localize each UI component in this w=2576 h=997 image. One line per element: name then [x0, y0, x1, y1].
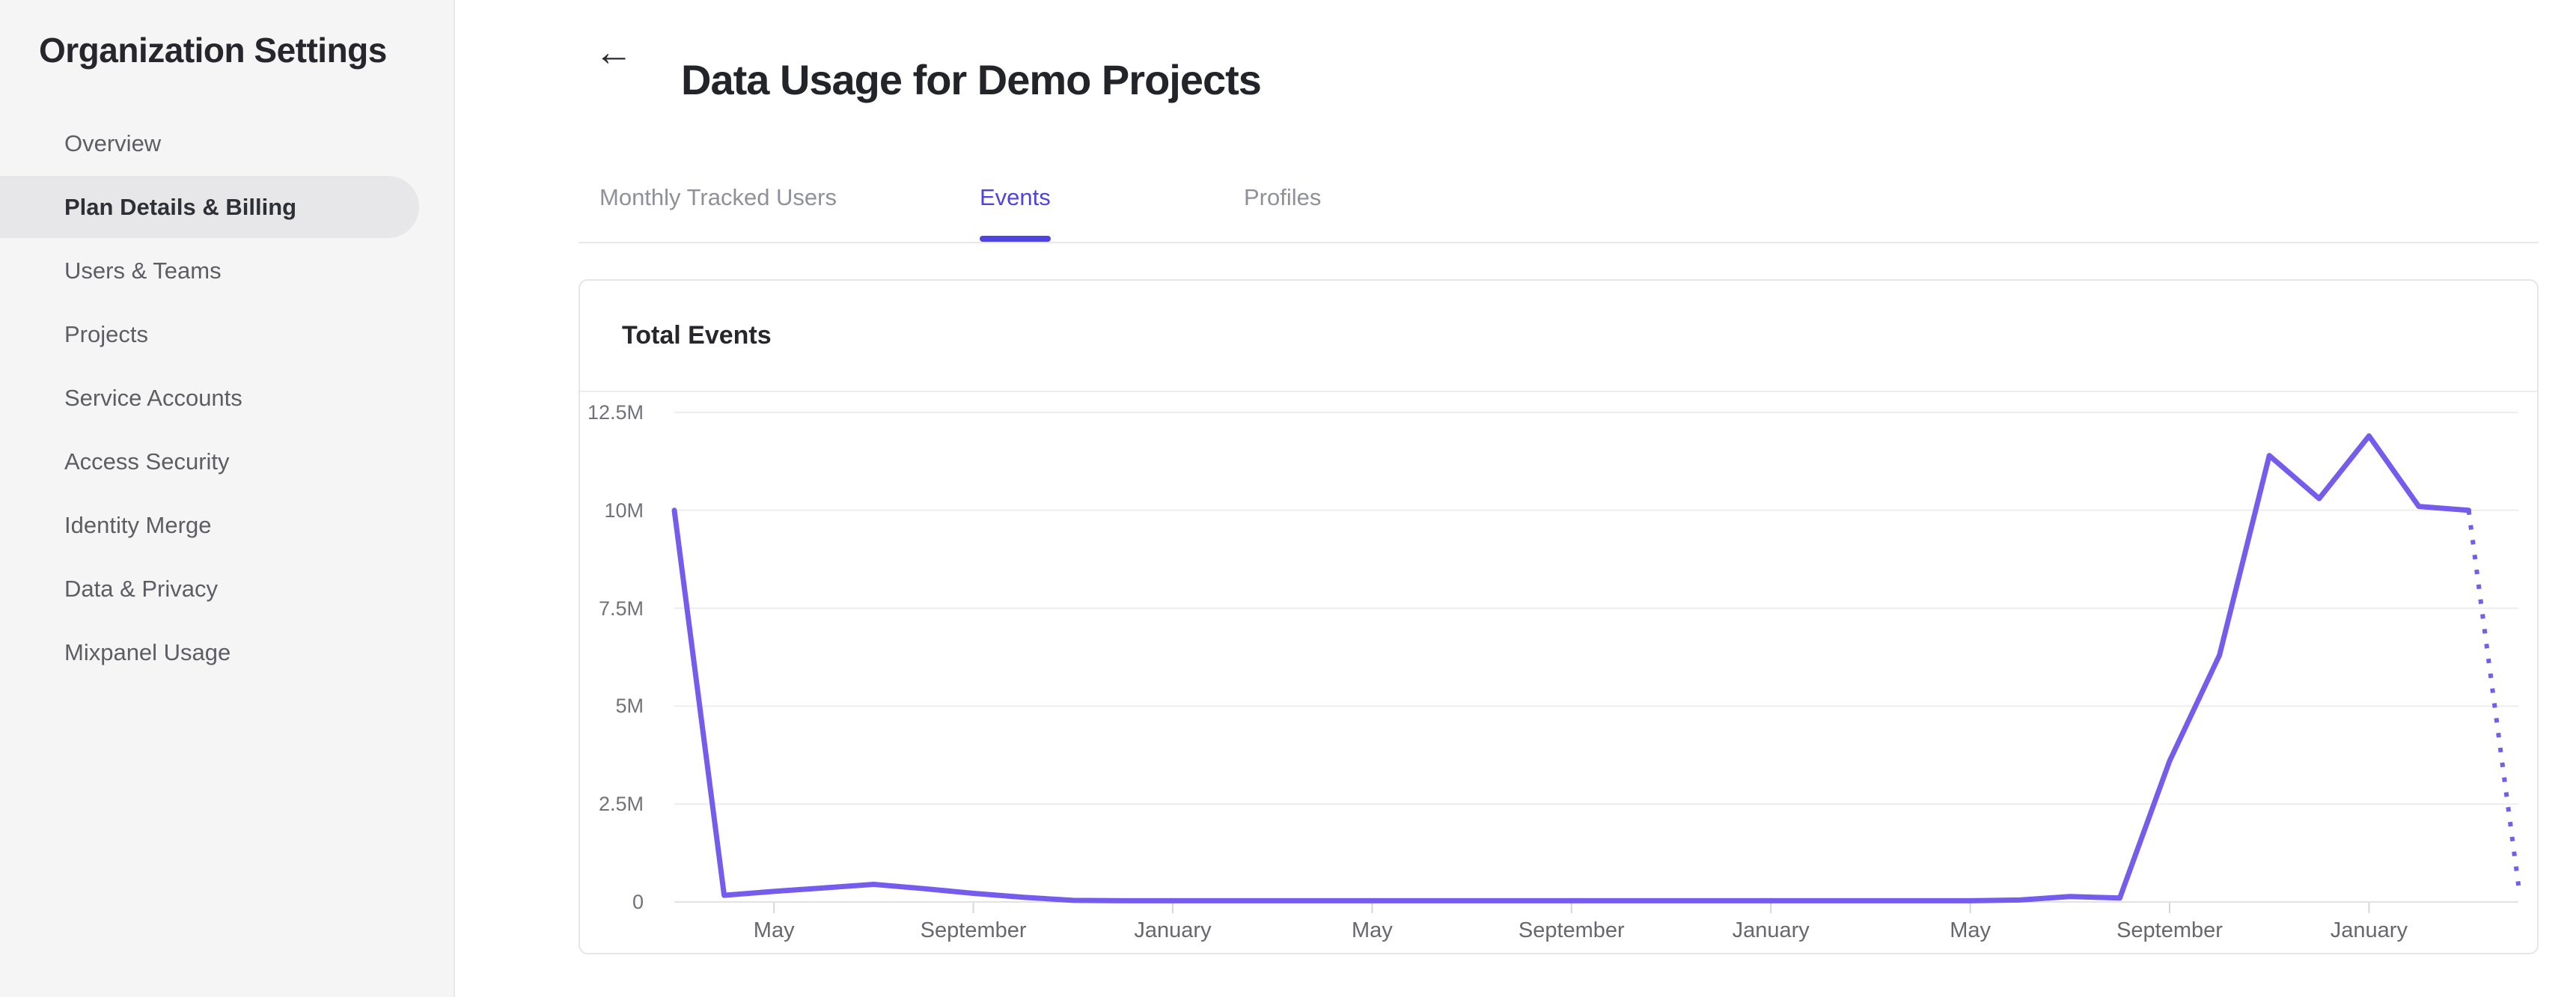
y-axis-label: 5M [615, 695, 644, 718]
x-axis-label: May [1950, 918, 1991, 942]
tab-label: Profiles [1244, 184, 1322, 210]
sidebar-item-label: Users & Teams [64, 257, 222, 284]
x-axis-label: September [2116, 918, 2223, 942]
x-axis-label: September [920, 918, 1027, 942]
sidebar-item-label: Projects [64, 320, 148, 347]
page-title: Data Usage for Demo Projects [681, 55, 1262, 103]
back-button[interactable]: ← [590, 28, 638, 76]
tab-label: Monthly Tracked Users [599, 184, 837, 210]
sidebar-item-users-teams[interactable]: Users & Teams [0, 240, 454, 302]
x-axis-label: January [2330, 918, 2408, 942]
y-axis-label: 12.5M [587, 401, 644, 424]
sidebar-item-service-accounts[interactable]: Service Accounts [0, 367, 454, 429]
y-axis-label: 2.5M [598, 793, 644, 816]
sidebar-title: Organization Settings [39, 31, 387, 70]
chart-title: Total Events [622, 321, 772, 350]
sidebar-item-mixpanel-usage[interactable]: Mixpanel Usage [0, 621, 454, 683]
tab-label: Events [980, 184, 1051, 210]
total-events-chart: 0 2.5M 5M 7.5M 10M 12.5M May September January Ma… [580, 392, 2537, 953]
sidebar-item-projects[interactable]: Projects [0, 303, 454, 365]
total-events-card: Total Events 0 2.5M 5M 7.5M 10M 12.5M May Septe… [579, 279, 2539, 954]
sidebar-item-label: Access Security [64, 448, 230, 475]
sidebar-item-identity-merge[interactable]: Identity Merge [0, 494, 454, 556]
sidebar-item-label: Mixpanel Usage [64, 638, 231, 665]
tab-events[interactable]: Events [980, 153, 1051, 242]
sidebar-nav: Overview Plan Details & Billing Users & … [0, 112, 454, 685]
y-axis-label: 0 [632, 891, 644, 913]
sidebar-item-plan-details-billing[interactable]: Plan Details & Billing [0, 176, 419, 238]
tab-profiles[interactable]: Profiles [1244, 153, 1321, 242]
sidebar-item-label: Data & Privacy [64, 575, 219, 602]
x-axis-label: January [1134, 918, 1212, 942]
sidebar-item-data-privacy[interactable]: Data & Privacy [0, 558, 454, 620]
sidebar-item-label: Plan Details & Billing [64, 193, 297, 220]
events-line [671, 433, 2472, 903]
card-header: Total Events [580, 281, 2537, 392]
sidebar-item-label: Overview [64, 129, 162, 156]
tab-monthly-tracked-users[interactable]: Monthly Tracked Users [599, 153, 837, 242]
x-axis-label: September [1518, 918, 1625, 942]
y-axis-label: 7.5M [598, 597, 644, 620]
sidebar-item-access-security[interactable]: Access Security [0, 430, 454, 493]
x-axis-label: May [753, 918, 795, 942]
chart-canvas [671, 412, 2521, 913]
events-line-projected [2466, 510, 2521, 886]
x-axis-label: May [1351, 918, 1393, 942]
arrow-left-icon: ← [594, 31, 633, 74]
x-axis-label: January [1732, 918, 1810, 942]
sidebar-item-label: Service Accounts [64, 384, 242, 411]
data-usage-tabs: Monthly Tracked Users Events Profiles [579, 0, 2539, 243]
sidebar-item-label: Identity Merge [64, 511, 212, 538]
organization-settings-sidebar: Organization Settings Overview Plan Deta… [0, 0, 455, 997]
y-axis-label: 10M [604, 498, 644, 522]
sidebar-item-overview[interactable]: Overview [0, 112, 454, 174]
